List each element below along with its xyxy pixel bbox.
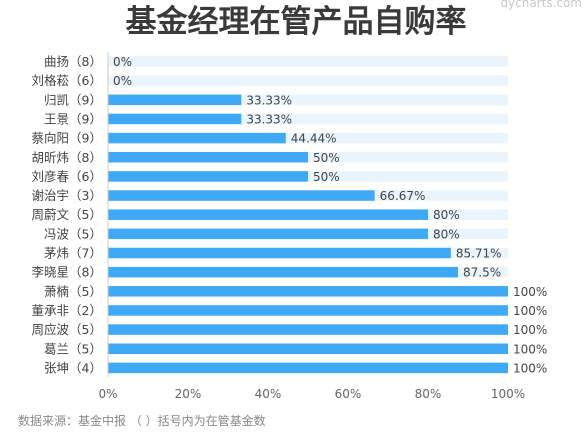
bar-track [108,113,508,125]
category-label: 冯波（5） [44,226,102,241]
category-label: 王景（9） [44,111,102,126]
bar [108,286,508,297]
bar [108,132,286,144]
category-label: 刘格菘（6） [32,73,102,88]
bar [108,247,451,259]
category-label: 刘彦春（6） [32,169,102,184]
bar [108,171,308,182]
bar [108,266,458,278]
bar-track [108,94,508,106]
x-axis: 0% 20% 40% 60% 80% 100% [98,52,525,401]
bar [108,362,508,374]
data-label: 44.44% [291,132,337,146]
data-label: 33.33% [246,112,292,126]
bar [108,324,508,335]
data-label: 33.33% [246,93,292,107]
category-label: 葛兰（5） [44,341,102,356]
bar [108,228,428,240]
bar-track [108,132,508,144]
data-label: 100% [513,285,547,299]
data-label: 100% [513,361,547,375]
data-label: 100% [513,342,547,356]
x-tick-label: 100% [491,387,525,401]
category-label: 归凯（9） [44,92,102,107]
data-label: 66.67% [380,189,426,203]
data-label: 50% [313,170,340,184]
x-tick-label: 80% [415,387,442,401]
bar [108,305,508,316]
data-label: 87.5% [463,266,501,280]
category-label: 董承非（2） [32,303,102,318]
category-label: 茅炜（7） [44,246,102,261]
category-label: 胡昕炜（8） [32,150,102,165]
data-label: 0% [113,74,132,88]
bar-track [108,56,508,67]
data-label: 100% [513,304,547,318]
category-label: 萧楠（5） [44,284,102,299]
bar [108,152,308,163]
x-tick-label: 40% [255,387,282,401]
data-label: 50% [313,151,340,165]
watermark: dycharts.com [500,0,582,10]
category-label: 周应波（5） [32,322,102,337]
bar [108,94,242,106]
bar [108,343,508,354]
category-label: 周蔚文（5） [32,207,102,222]
data-label: 0% [113,55,132,69]
x-tick-label: 0% [98,387,117,401]
chart-title: 基金经理在管产品自购率 [126,4,467,40]
category-label: 李晓星（8） [32,265,102,280]
category-label: 蔡向阳（9） [32,131,102,146]
bar [108,190,375,201]
data-label: 80% [433,227,460,241]
bar [108,209,428,220]
category-label: 张坤（4） [44,360,102,375]
bar-track [108,75,508,86]
category-label: 谢治宇（3） [32,188,102,203]
data-label: 100% [513,323,547,337]
category-label: 曲扬（8） [44,54,102,69]
data-label: 85.71% [456,247,502,261]
x-tick-label: 60% [335,387,362,401]
data-label: 80% [433,208,460,222]
bar [108,113,242,125]
bars-layer: 曲扬（8） 0% 刘格菘（6） 0% 归凯（9） 33.33% 王景（9） 33.33% 蔡向阳… [32,54,548,375]
x-tick-label: 20% [175,387,202,401]
source-note: 数据来源：基金中报 （ ）括号内为在管基金数 [18,413,266,428]
